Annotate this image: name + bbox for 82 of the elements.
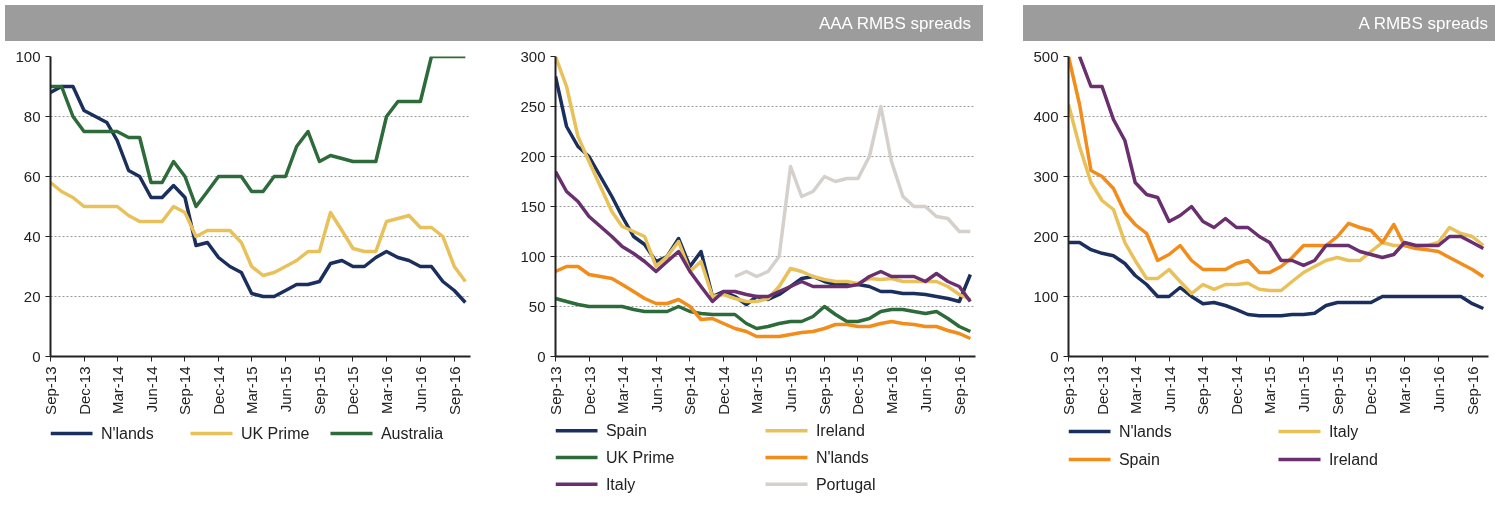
legend-label: UK Prime bbox=[605, 449, 675, 466]
y-tick-label: 60 bbox=[23, 167, 41, 185]
legend-label: Spain bbox=[605, 422, 647, 440]
x-tick-label: Sep-13 bbox=[547, 366, 564, 415]
legend-label: N'lands bbox=[815, 449, 869, 466]
y-tick-label: 0 bbox=[32, 347, 41, 365]
legend-label: Australia bbox=[380, 425, 444, 442]
y-tick-label: 200 bbox=[1033, 227, 1059, 245]
x-tick-label: Sep-16 bbox=[950, 366, 968, 415]
x-tick-label: Mar-15 bbox=[748, 366, 766, 415]
x-tick-label: Sep-14 bbox=[1194, 366, 1212, 415]
line-series bbox=[50, 56, 468, 209]
x-tick-label: Dec-14 bbox=[1228, 366, 1245, 415]
x-tick-label: Mar-16 bbox=[378, 366, 395, 415]
x-tick-label: Jun-14 bbox=[647, 366, 665, 413]
x-tick-label: Jun-15 bbox=[1295, 366, 1313, 413]
y-tick-label: 50 bbox=[528, 297, 546, 315]
line-series bbox=[50, 84, 468, 305]
x-tick-label: Sep-13 bbox=[1060, 366, 1077, 415]
x-tick-label: Dec-15 bbox=[344, 366, 362, 415]
x-tick-label: Mar-16 bbox=[1396, 366, 1413, 415]
legend-label: Spain bbox=[1118, 451, 1160, 468]
x-tick-label: Mar-14 bbox=[613, 366, 631, 415]
legend-label: Italy bbox=[1328, 423, 1359, 440]
line-series bbox=[1068, 102, 1486, 296]
y-tick-label: 250 bbox=[520, 97, 546, 115]
line-series bbox=[555, 169, 973, 304]
x-tick-label: Sep-15 bbox=[310, 366, 328, 415]
x-tick-label: Jun-15 bbox=[782, 366, 800, 413]
x-tick-label: Sep-14 bbox=[681, 366, 699, 415]
chart-title: A RMBS spreads bbox=[1358, 13, 1488, 35]
line-series bbox=[555, 264, 973, 341]
x-tick-label: Sep-13 bbox=[42, 366, 59, 415]
y-tick-label: 200 bbox=[520, 147, 546, 165]
line-series bbox=[1068, 240, 1486, 318]
legend-label: Portugal bbox=[815, 475, 876, 493]
y-tick-label: 400 bbox=[1033, 107, 1059, 125]
y-tick-label: 100 bbox=[520, 247, 546, 265]
x-tick-label: Mar-16 bbox=[883, 366, 900, 415]
legend-label: UK Prime bbox=[240, 425, 310, 442]
x-tick-label: Sep-16 bbox=[1463, 366, 1481, 415]
x-tick-label: Jun-14 bbox=[1160, 366, 1178, 413]
legend-label: Ireland bbox=[815, 422, 865, 440]
x-tick-label: Dec-13 bbox=[1093, 366, 1111, 415]
x-tick-label: Dec-13 bbox=[580, 366, 598, 415]
x-tick-label: Jun-16 bbox=[1429, 366, 1447, 413]
legend-label: N'lands bbox=[100, 425, 154, 442]
x-tick-label: Mar-14 bbox=[1126, 366, 1144, 415]
x-tick-label: Jun-16 bbox=[916, 366, 934, 413]
y-tick-label: 80 bbox=[23, 107, 41, 125]
x-tick-label: Dec-14 bbox=[210, 366, 227, 415]
chart-title: AAA RMBS spreads bbox=[818, 13, 971, 35]
y-tick-label: 40 bbox=[23, 227, 41, 245]
x-tick-label: Sep-15 bbox=[1328, 366, 1346, 415]
x-tick-label: Dec-13 bbox=[75, 366, 93, 415]
y-tick-label: 100 bbox=[1033, 287, 1059, 305]
x-tick-label: Sep-14 bbox=[176, 366, 194, 415]
x-tick-label: Dec-15 bbox=[849, 366, 867, 415]
y-tick-label: 300 bbox=[1033, 167, 1059, 185]
y-tick-label: 500 bbox=[1033, 47, 1059, 65]
x-tick-label: Sep-16 bbox=[445, 366, 463, 415]
x-tick-label: Mar-15 bbox=[243, 366, 261, 415]
x-tick-label: Mar-15 bbox=[1261, 366, 1279, 415]
y-tick-label: 0 bbox=[537, 347, 546, 365]
x-tick-label: Dec-15 bbox=[1362, 366, 1380, 415]
legend-label: Ireland bbox=[1328, 451, 1378, 468]
x-tick-label: Dec-14 bbox=[715, 366, 732, 415]
x-tick-label: Jun-16 bbox=[411, 366, 429, 413]
x-tick-label: Jun-15 bbox=[277, 366, 295, 413]
legend-label: Italy bbox=[605, 475, 636, 493]
line-series bbox=[555, 296, 973, 334]
line-series bbox=[50, 180, 468, 284]
y-tick-label: 20 bbox=[23, 287, 41, 305]
x-tick-label: Jun-14 bbox=[142, 366, 160, 413]
legend-label: N'lands bbox=[1118, 423, 1172, 440]
x-tick-label: Mar-14 bbox=[108, 366, 126, 415]
y-tick-label: 0 bbox=[1050, 347, 1059, 365]
x-tick-label: Sep-15 bbox=[815, 366, 833, 415]
y-tick-label: 100 bbox=[15, 47, 41, 65]
y-tick-label: 300 bbox=[520, 47, 546, 65]
y-tick-label: 150 bbox=[520, 197, 546, 215]
line-series bbox=[733, 104, 973, 279]
